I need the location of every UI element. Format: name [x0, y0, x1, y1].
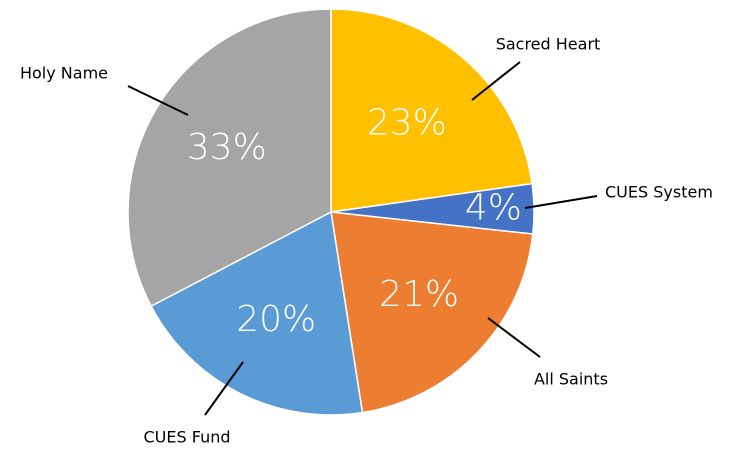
leader-line	[471, 61, 521, 101]
pie-slice	[150, 210, 364, 416]
leader-line	[204, 361, 244, 416]
pie-slice	[330, 8, 533, 213]
category-label: Holy Name	[20, 64, 108, 83]
percent-label: 4%	[465, 187, 522, 228]
category-label: Sacred Heart	[496, 35, 601, 54]
percent-label: 23%	[367, 103, 447, 144]
category-label: CUES Fund	[144, 428, 231, 447]
percent-label: 20%	[236, 299, 316, 340]
category-label: All Saints	[534, 370, 608, 389]
pie-slice	[330, 211, 534, 414]
leader-line	[524, 195, 598, 209]
percent-label: 21%	[379, 274, 459, 315]
percent-label: 33%	[187, 127, 267, 168]
pie-slice	[127, 8, 332, 308]
leader-line	[127, 85, 189, 116]
leader-line	[487, 317, 541, 358]
category-label: CUES System	[605, 183, 713, 202]
